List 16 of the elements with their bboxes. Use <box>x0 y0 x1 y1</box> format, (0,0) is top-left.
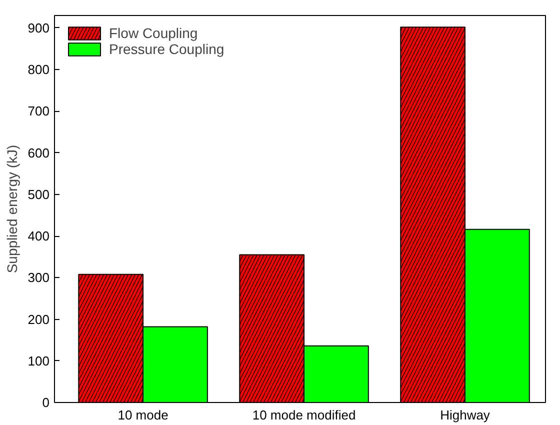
x-tick-label: Highway <box>440 408 490 422</box>
y-tick-label: 900 <box>28 20 50 36</box>
y-tick-label: 300 <box>28 270 50 286</box>
y-tick-label: 400 <box>28 228 50 244</box>
y-tick-label: 600 <box>28 145 50 160</box>
x-tick-label: 10 mode <box>118 408 168 422</box>
y-tick-label: 0 <box>42 395 50 410</box>
y-tick-label: 700 <box>28 104 50 119</box>
legend-label: Flow Coupling <box>109 25 198 41</box>
y-tick-label: 100 <box>28 353 50 368</box>
y-axis-title: Supplied energy (kJ) <box>4 144 20 274</box>
y-tick-label: 200 <box>28 312 50 327</box>
x-tick-label: 10 mode modified <box>252 408 356 422</box>
legend-label: Pressure Coupling <box>109 41 224 57</box>
y-tick-label: 500 <box>28 186 50 202</box>
y-tick-label: 800 <box>28 62 50 78</box>
